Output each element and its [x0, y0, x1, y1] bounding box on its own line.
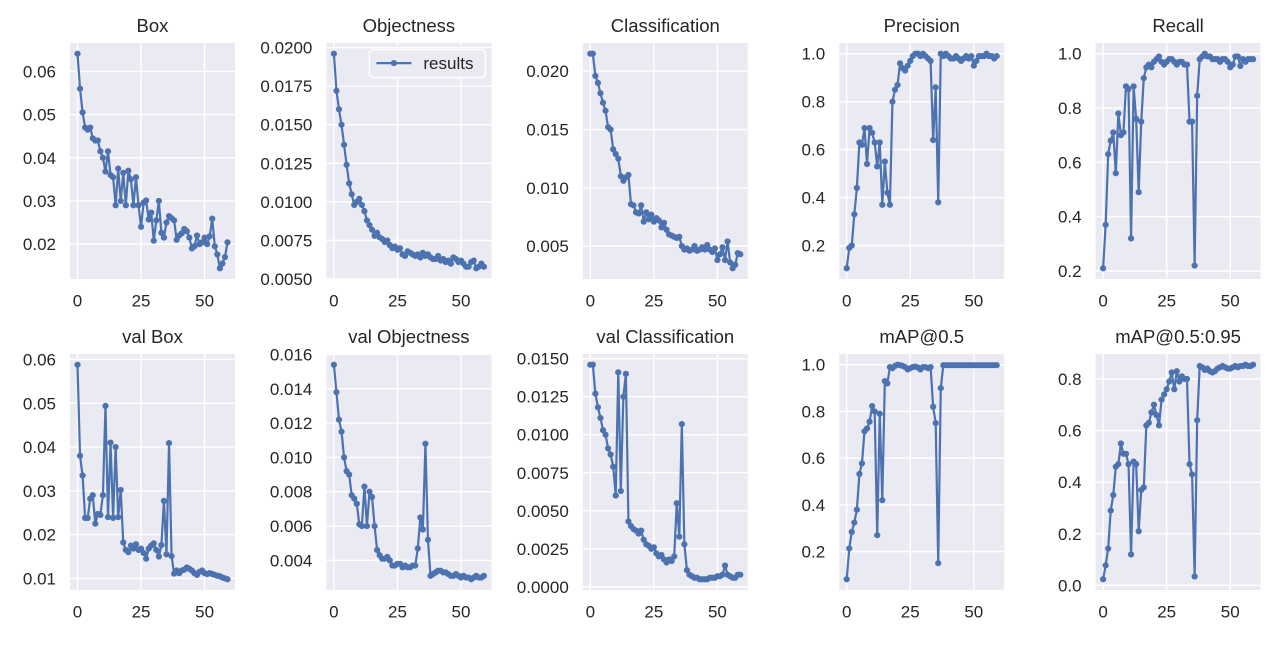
svg-text:0.4: 0.4	[802, 496, 826, 515]
svg-text:0.03: 0.03	[23, 192, 56, 211]
svg-text:Objectness: Objectness	[363, 15, 456, 36]
svg-text:0.0075: 0.0075	[517, 464, 569, 483]
svg-text:25: 25	[388, 603, 407, 622]
svg-text:0.0100: 0.0100	[517, 426, 569, 445]
svg-text:0.0125: 0.0125	[517, 388, 569, 407]
svg-text:1.0: 1.0	[802, 45, 826, 64]
svg-text:0.2: 0.2	[1058, 525, 1082, 544]
svg-text:0.04: 0.04	[23, 438, 56, 457]
svg-text:0.02: 0.02	[23, 235, 56, 254]
svg-text:25: 25	[132, 292, 151, 311]
svg-text:0: 0	[1098, 603, 1107, 622]
svg-text:25: 25	[1157, 292, 1176, 311]
svg-text:1.0: 1.0	[802, 356, 826, 375]
svg-text:0.4: 0.4	[1058, 208, 1082, 227]
svg-text:50: 50	[452, 603, 471, 622]
svg-text:0.0075: 0.0075	[260, 232, 312, 251]
svg-text:0.6: 0.6	[802, 449, 826, 468]
svg-text:50: 50	[708, 292, 727, 311]
svg-text:0.0100: 0.0100	[260, 193, 312, 212]
svg-text:0.06: 0.06	[23, 351, 56, 370]
svg-text:0.6: 0.6	[1058, 422, 1082, 441]
svg-text:50: 50	[452, 292, 471, 311]
svg-text:50: 50	[964, 603, 983, 622]
svg-text:val Objectness: val Objectness	[348, 326, 469, 347]
svg-text:1.0: 1.0	[1058, 45, 1082, 64]
svg-text:0.004: 0.004	[270, 551, 313, 570]
svg-text:0.06: 0.06	[23, 62, 56, 81]
svg-text:0.010: 0.010	[270, 448, 313, 467]
svg-text:0.2: 0.2	[1058, 262, 1082, 281]
svg-text:0: 0	[73, 292, 82, 311]
svg-text:0: 0	[329, 603, 338, 622]
svg-text:0.0050: 0.0050	[517, 502, 569, 521]
svg-text:50: 50	[195, 603, 214, 622]
svg-text:0.8: 0.8	[802, 402, 826, 421]
svg-text:50: 50	[1221, 292, 1240, 311]
svg-text:val Classification: val Classification	[596, 326, 734, 347]
svg-text:mAP@0.5: mAP@0.5	[879, 326, 964, 347]
svg-text:0.010: 0.010	[526, 179, 569, 198]
svg-text:0.0125: 0.0125	[260, 154, 312, 173]
svg-text:50: 50	[964, 292, 983, 311]
svg-text:0: 0	[586, 603, 595, 622]
svg-text:0.012: 0.012	[270, 414, 313, 433]
svg-text:0: 0	[586, 292, 595, 311]
svg-text:0: 0	[842, 603, 851, 622]
svg-text:0.0200: 0.0200	[260, 39, 312, 58]
svg-text:0.2: 0.2	[802, 543, 826, 562]
svg-text:Classification: Classification	[611, 15, 720, 36]
svg-text:0.05: 0.05	[23, 106, 56, 125]
svg-text:0.01: 0.01	[23, 569, 56, 588]
svg-text:0: 0	[842, 292, 851, 311]
svg-text:0.0: 0.0	[1058, 577, 1082, 596]
svg-text:0.03: 0.03	[23, 482, 56, 501]
svg-text:50: 50	[1221, 603, 1240, 622]
svg-text:25: 25	[132, 603, 151, 622]
svg-text:25: 25	[644, 603, 663, 622]
svg-text:0.008: 0.008	[270, 483, 313, 502]
svg-text:25: 25	[388, 292, 407, 311]
svg-text:25: 25	[901, 292, 920, 311]
svg-text:Recall: Recall	[1152, 15, 1203, 36]
svg-text:0.8: 0.8	[1058, 99, 1082, 118]
svg-text:0.05: 0.05	[23, 394, 56, 413]
svg-text:0.020: 0.020	[526, 62, 569, 81]
svg-text:0.0150: 0.0150	[517, 350, 569, 369]
svg-text:0: 0	[73, 603, 82, 622]
svg-text:0.8: 0.8	[1058, 370, 1082, 389]
svg-text:0.0150: 0.0150	[260, 116, 312, 135]
svg-text:0.04: 0.04	[23, 149, 56, 168]
svg-text:Box: Box	[137, 15, 170, 36]
svg-text:25: 25	[901, 603, 920, 622]
svg-text:0.0000: 0.0000	[517, 578, 569, 597]
svg-text:Precision: Precision	[884, 15, 960, 36]
svg-text:0: 0	[329, 292, 338, 311]
svg-text:25: 25	[1157, 603, 1176, 622]
svg-text:0.014: 0.014	[270, 380, 313, 399]
svg-text:0.016: 0.016	[270, 345, 313, 364]
svg-text:0.0175: 0.0175	[260, 77, 312, 96]
svg-text:0.0025: 0.0025	[517, 540, 569, 559]
svg-text:0.6: 0.6	[802, 141, 826, 160]
svg-text:mAP@0.5:0.95: mAP@0.5:0.95	[1115, 326, 1241, 347]
svg-text:25: 25	[644, 292, 663, 311]
svg-text:0.02: 0.02	[23, 526, 56, 545]
svg-text:val Box: val Box	[122, 326, 183, 347]
svg-text:0.2: 0.2	[802, 237, 826, 256]
svg-text:0.015: 0.015	[526, 121, 569, 140]
svg-text:0.8: 0.8	[802, 93, 826, 112]
svg-text:0.4: 0.4	[1058, 473, 1082, 492]
svg-text:50: 50	[708, 603, 727, 622]
svg-text:0: 0	[1098, 292, 1107, 311]
svg-text:0.0050: 0.0050	[260, 270, 312, 289]
svg-text:0.4: 0.4	[802, 189, 826, 208]
svg-text:0.006: 0.006	[270, 517, 313, 536]
svg-text:0.6: 0.6	[1058, 153, 1082, 172]
svg-text:50: 50	[195, 292, 214, 311]
svg-text:0.005: 0.005	[526, 237, 569, 256]
svg-text:results: results	[423, 54, 473, 73]
